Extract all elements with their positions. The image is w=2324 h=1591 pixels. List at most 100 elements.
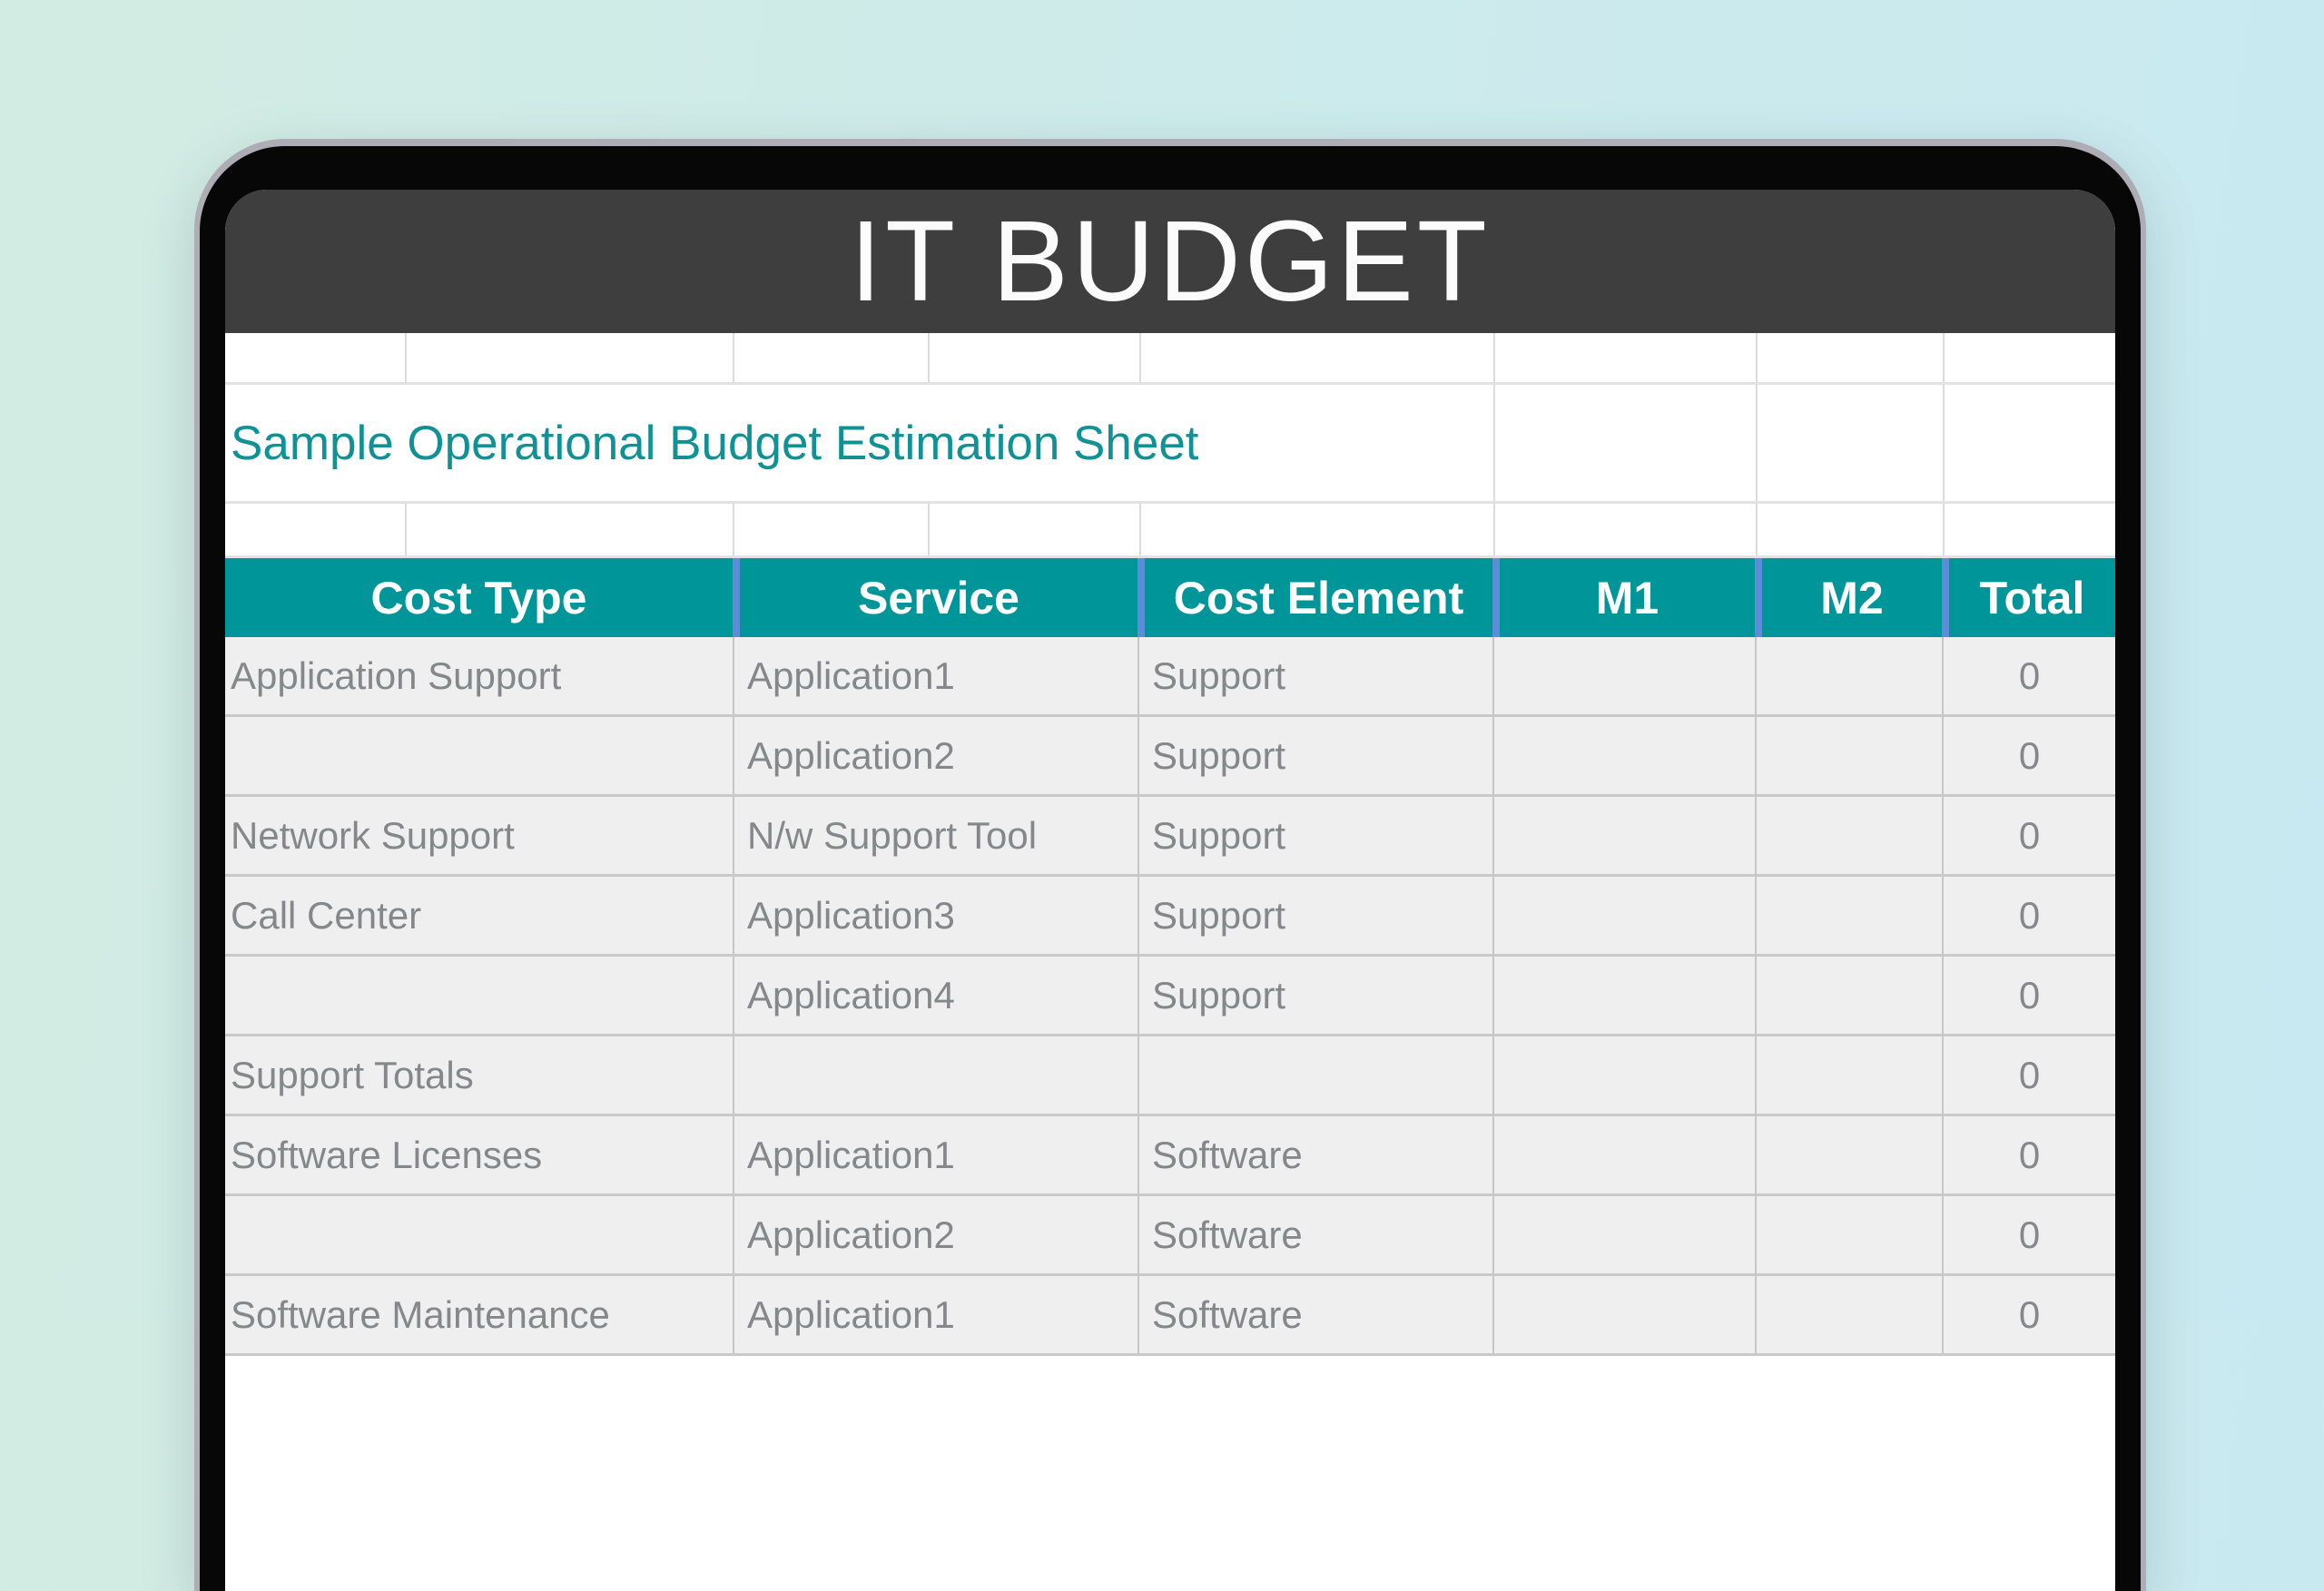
table-row: Application2 Support 0 <box>225 717 2115 797</box>
cell-m2[interactable] <box>1755 1196 1942 1273</box>
grid-cell[interactable] <box>1139 504 1493 555</box>
spreadsheet: Sample Operational Budget Estimation She… <box>225 333 2115 1356</box>
cell-service[interactable]: Application2 <box>733 717 1137 794</box>
cell-total[interactable]: 0 <box>1942 877 2115 954</box>
grid-cell[interactable] <box>1493 385 1756 501</box>
cell-cost-type[interactable]: Call Center <box>231 893 422 937</box>
sheet-title-bar: IT BUDGET <box>225 190 2115 333</box>
cell-cost-element[interactable]: Support <box>1137 877 1492 954</box>
grid-cell[interactable] <box>1756 385 1943 501</box>
cell-service[interactable]: N/w Support Tool <box>733 797 1137 874</box>
cell-service[interactable]: Application1 <box>733 1276 1137 1353</box>
cell-m1[interactable] <box>1492 797 1755 874</box>
cell-m1[interactable] <box>1492 637 1755 714</box>
header-cell-m1[interactable]: M1 <box>1492 558 1755 637</box>
cell-total[interactable]: 0 <box>1942 1116 2115 1193</box>
cell-m2[interactable] <box>1755 957 1942 1034</box>
cell-cost-element[interactable]: Support <box>1137 797 1492 874</box>
table-row: Application Support Application1 Support… <box>225 637 2115 717</box>
grid-cell[interactable] <box>928 333 1139 382</box>
header-cell-service[interactable]: Service <box>733 558 1137 637</box>
header-cell-total[interactable]: Total <box>1942 558 2115 637</box>
table-header-row: Cost Type Service Cost Element M1 M2 Tot… <box>225 558 2115 637</box>
grid-row-blank-top <box>225 333 2115 385</box>
cell-total[interactable]: 0 <box>1942 797 2115 874</box>
cell-cost-type[interactable] <box>225 717 733 794</box>
table-row: Software Maintenance Application1 Softwa… <box>225 1276 2115 1356</box>
cell-cost-type[interactable]: Application Support <box>231 653 562 697</box>
cell-cost-element[interactable]: Software <box>1137 1276 1492 1353</box>
cell-cost-element[interactable]: Software <box>1137 1196 1492 1273</box>
tablet-frame: IT BUDGET Sample Operationa <box>194 139 2146 1591</box>
grid-cell[interactable] <box>1943 504 2115 555</box>
cell-service[interactable]: Application4 <box>733 957 1137 1034</box>
cell-m1[interactable] <box>1492 1036 1755 1114</box>
cell-m2[interactable] <box>1755 1116 1942 1193</box>
cell-m2[interactable] <box>1755 637 1942 714</box>
grid-cell[interactable] <box>928 504 1139 555</box>
cell-total[interactable]: 0 <box>1942 637 2115 714</box>
tablet-bezel: IT BUDGET Sample Operationa <box>200 146 2141 1591</box>
cell-cost-type[interactable]: Software Maintenance <box>231 1292 610 1336</box>
cell-m2[interactable] <box>1755 797 1942 874</box>
table-row: Network Support N/w Support Tool Support… <box>225 797 2115 877</box>
cell-m1[interactable] <box>1492 1116 1755 1193</box>
grid-cell[interactable] <box>1756 333 1943 382</box>
grid-cell[interactable] <box>405 504 733 555</box>
grid-cell[interactable] <box>733 333 928 382</box>
cell-service[interactable]: Application1 <box>733 637 1137 714</box>
cell-total[interactable]: 0 <box>1942 1196 2115 1273</box>
cell-total[interactable]: 0 <box>1942 957 2115 1034</box>
cell-cost-element[interactable]: Support <box>1137 637 1492 714</box>
grid-cell[interactable] <box>1493 504 1756 555</box>
cell-m1[interactable] <box>1492 1196 1755 1273</box>
grid-cell[interactable] <box>225 333 405 382</box>
cell-service[interactable]: Application3 <box>733 877 1137 954</box>
grid-row-blank-bottom <box>225 504 2115 558</box>
cell-cost-type[interactable]: Software Licenses <box>231 1133 543 1176</box>
cell-total[interactable]: 0 <box>1942 1276 2115 1353</box>
grid-cell[interactable] <box>1943 385 2115 501</box>
cell-m2[interactable] <box>1755 1036 1942 1114</box>
cell-m2[interactable] <box>1755 877 1942 954</box>
cell-m2[interactable] <box>1755 717 1942 794</box>
cell-cost-type[interactable] <box>225 957 733 1034</box>
tablet-screen: IT BUDGET Sample Operationa <box>225 190 2115 1591</box>
table-row: Support Totals 0 <box>225 1036 2115 1116</box>
header-cell-cost-element[interactable]: Cost Element <box>1137 558 1492 637</box>
cell-cost-element[interactable] <box>1137 1036 1492 1114</box>
table-row: Software Licenses Application1 Software … <box>225 1116 2115 1196</box>
cell-cost-element[interactable]: Software <box>1137 1116 1492 1193</box>
cell-m2[interactable] <box>1755 1276 1942 1353</box>
table-row: Application4 Support 0 <box>225 957 2115 1036</box>
grid-cell[interactable] <box>225 504 405 555</box>
cell-service[interactable] <box>733 1036 1137 1114</box>
grid-cell[interactable] <box>1756 504 1943 555</box>
grid-cell[interactable] <box>405 333 733 382</box>
table-row: Call Center Application3 Support 0 <box>225 877 2115 957</box>
grid-cell[interactable] <box>1139 333 1493 382</box>
page-title: IT BUDGET <box>850 197 1491 325</box>
grid-cell[interactable] <box>1493 333 1756 382</box>
sheet-subtitle: Sample Operational Budget Estimation She… <box>231 416 1199 470</box>
cell-m1[interactable] <box>1492 877 1755 954</box>
cell-m1[interactable] <box>1492 717 1755 794</box>
cell-cost-type[interactable] <box>225 1196 733 1273</box>
cell-service[interactable]: Application1 <box>733 1116 1137 1193</box>
cell-cost-type[interactable]: Network Support <box>231 813 515 857</box>
header-cell-m2[interactable]: M2 <box>1755 558 1942 637</box>
cell-service[interactable]: Application2 <box>733 1196 1137 1273</box>
cell-m1[interactable] <box>1492 1276 1755 1353</box>
cell-cost-element[interactable]: Support <box>1137 957 1492 1034</box>
subtitle-cell[interactable]: Sample Operational Budget Estimation She… <box>225 385 1493 501</box>
grid-cell[interactable] <box>1943 333 2115 382</box>
cell-total[interactable]: 0 <box>1942 1036 2115 1114</box>
subtitle-row: Sample Operational Budget Estimation She… <box>225 385 2115 504</box>
cell-m1[interactable] <box>1492 957 1755 1034</box>
grid-cell[interactable] <box>733 504 928 555</box>
cell-cost-element[interactable]: Support <box>1137 717 1492 794</box>
header-cell-cost-type[interactable]: Cost Type <box>370 572 587 624</box>
cell-cost-type[interactable]: Support Totals <box>231 1053 474 1096</box>
cell-total[interactable]: 0 <box>1942 717 2115 794</box>
